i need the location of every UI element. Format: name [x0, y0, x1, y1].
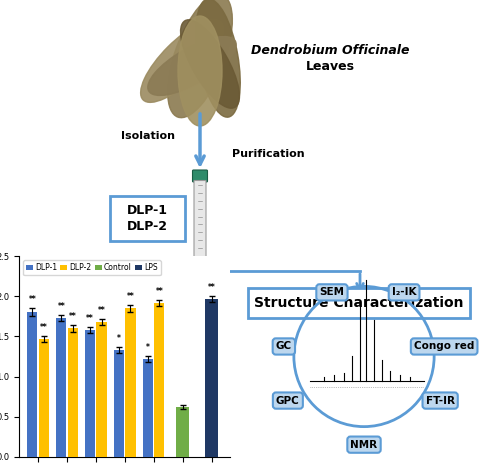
Text: **: **: [127, 292, 134, 301]
Bar: [143, 359, 153, 457]
Text: **: **: [208, 282, 216, 292]
Bar: [27, 312, 37, 457]
Text: DLP-1
DLP-2: DLP-1 DLP-2: [127, 205, 168, 233]
Ellipse shape: [150, 94, 250, 118]
Text: NMR: NMR: [350, 439, 378, 450]
Text: Isolation: Isolation: [121, 131, 175, 141]
Bar: [114, 350, 124, 457]
Bar: [154, 303, 165, 457]
Ellipse shape: [141, 20, 223, 103]
Text: I₂-IK: I₂-IK: [392, 288, 416, 297]
Ellipse shape: [178, 16, 222, 126]
Text: FT-IR: FT-IR: [426, 396, 455, 405]
Bar: [176, 407, 189, 457]
Bar: [38, 339, 48, 457]
Text: GC: GC: [276, 342, 292, 351]
Bar: [125, 308, 135, 457]
FancyBboxPatch shape: [194, 180, 206, 261]
Ellipse shape: [180, 20, 240, 108]
Text: **: **: [156, 287, 163, 295]
Bar: [68, 329, 78, 457]
Text: **: **: [69, 312, 76, 321]
Text: Dendrobium Officinale: Dendrobium Officinale: [251, 44, 409, 57]
Text: GPC: GPC: [276, 396, 300, 405]
Legend: DLP-1, DLP-2, Control, LPS: DLP-1, DLP-2, Control, LPS: [23, 260, 161, 275]
Text: Structure Characterization: Structure Characterization: [254, 296, 464, 310]
Bar: [96, 322, 107, 457]
Text: Immune activity: Immune activity: [37, 296, 163, 310]
Bar: [85, 330, 96, 457]
Ellipse shape: [196, 0, 240, 117]
Text: **: **: [58, 302, 65, 311]
FancyBboxPatch shape: [248, 288, 470, 318]
Text: **: **: [86, 314, 94, 323]
Text: *: *: [117, 334, 121, 343]
Bar: [205, 299, 218, 457]
Ellipse shape: [148, 36, 236, 96]
Text: **: **: [40, 322, 48, 332]
FancyBboxPatch shape: [20, 288, 180, 318]
Text: **: **: [28, 295, 36, 304]
Text: **: **: [97, 306, 106, 315]
FancyBboxPatch shape: [110, 196, 185, 241]
Text: Leaves: Leaves: [305, 60, 355, 73]
Ellipse shape: [168, 0, 232, 118]
Text: Purification: Purification: [232, 149, 304, 159]
Bar: [56, 318, 66, 457]
Text: *: *: [146, 343, 150, 352]
Text: SEM: SEM: [320, 288, 345, 297]
Text: Congo red: Congo red: [414, 342, 474, 351]
FancyBboxPatch shape: [192, 170, 207, 182]
